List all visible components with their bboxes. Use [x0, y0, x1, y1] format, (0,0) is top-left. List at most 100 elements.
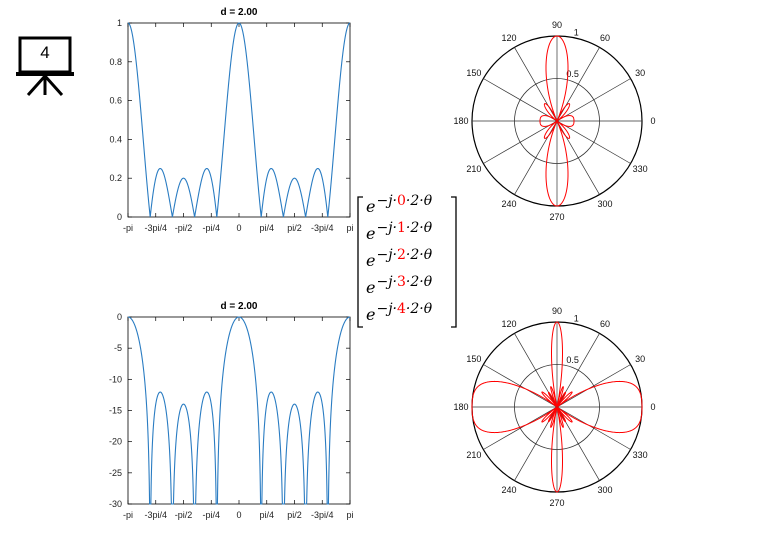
- polar-radius-label: 0.5: [566, 355, 579, 365]
- polar-angle-label: 150: [466, 354, 481, 364]
- polar-angle-label: 240: [501, 485, 516, 495]
- polar-spoke: [483, 78, 631, 164]
- x-tick-label: -3pi/4: [144, 510, 167, 520]
- x-tick-label: -pi/2: [175, 510, 193, 520]
- matrix-exponent: −j·4·2·θ: [376, 301, 432, 317]
- y-tick-label: -20: [109, 437, 122, 447]
- series-line: [128, 316, 350, 505]
- polar-radius-label: 0.5: [566, 69, 579, 79]
- polar-angle-label: 210: [466, 450, 481, 460]
- y-tick-label: -5: [114, 343, 122, 353]
- polar-pattern-bottom: 0 30 60 90 120 150 180 210 240 270 300 330 0.5 1: [453, 306, 655, 508]
- x-tick-label: pi/2: [287, 510, 302, 520]
- element-index: 1: [397, 220, 406, 236]
- polar-pattern-line: [539, 35, 575, 207]
- polar-spoke: [483, 364, 631, 450]
- polar-angle-label: 270: [549, 498, 564, 508]
- polar-pattern-top: 0 30 60 90 120 150 180 210 240 270 300 330 0.5 1: [453, 20, 655, 222]
- series-line: [127, 22, 351, 218]
- polar-radius-label: 1: [574, 313, 579, 323]
- steering-vector-matrix: e−j·0·2·θ e−j·1·2·θ e−j·2·2·θ e−j·3·2·θ e−j·…: [356, 193, 458, 331]
- x-tick-label: 0: [236, 223, 241, 233]
- polar-angle-label: 0: [650, 402, 655, 412]
- matrix-exponent: −j·0·2·θ: [376, 193, 432, 209]
- polar-angle-label: 120: [501, 319, 516, 329]
- polar-angle-label: 330: [633, 164, 648, 174]
- polar-angle-label: 60: [600, 33, 610, 43]
- exponent-prefix: −j·: [376, 220, 397, 236]
- plot-axes-box: [127, 22, 351, 218]
- exponent-suffix: ·2·θ: [405, 274, 433, 290]
- x-tick-label: -3pi/4: [311, 223, 334, 233]
- x-tick-label: 0: [236, 510, 241, 520]
- polar-angle-label: 270: [549, 212, 564, 222]
- plot-title: d = 2.00: [221, 7, 258, 18]
- x-tick-label: -pi: [123, 223, 133, 233]
- x-tick-label: pi/2: [287, 223, 302, 233]
- polar-radius-label: 1: [574, 27, 579, 37]
- polar-angle-label: 300: [597, 199, 612, 209]
- polar-angle-label: 90: [552, 306, 562, 316]
- x-tick-label: -pi: [123, 510, 133, 520]
- presentation-board-icon: 4: [16, 33, 74, 99]
- polar-angle-label: 30: [635, 68, 645, 78]
- polar-angle-label: 300: [597, 485, 612, 495]
- x-tick-label: pi/4: [259, 223, 274, 233]
- y-tick-label: 0: [117, 312, 122, 322]
- exponent-prefix: −j·: [376, 301, 397, 317]
- polar-angle-label: 60: [600, 319, 610, 329]
- polar-angle-label: 330: [633, 450, 648, 460]
- matrix-row: e−j·4·2·θ: [366, 301, 432, 333]
- y-tick-label: 1: [117, 18, 122, 28]
- slide-number: 4: [40, 43, 50, 62]
- matrix-brackets: [357, 196, 457, 328]
- element-index: 2: [397, 247, 406, 263]
- exponent-prefix: −j·: [376, 274, 397, 290]
- y-tick-label: 0.8: [109, 57, 122, 67]
- matrix-exponent: −j·3·2·θ: [376, 274, 432, 290]
- array-factor-db-plot: d = 2.00 -pi -3pi/4 -pi/2 -pi/4 0 pi/4 pi/2 -3pi…: [109, 301, 354, 520]
- polar-angle-label: 30: [635, 354, 645, 364]
- y-tick-label: 0.6: [109, 96, 122, 106]
- x-tick-label: -3pi/4: [144, 223, 167, 233]
- matrix-base: e: [366, 305, 376, 324]
- matrix-row: e−j·2·2·θ: [366, 247, 432, 279]
- polar-angle-label: 240: [501, 199, 516, 209]
- polar-angle-label: 150: [466, 68, 481, 78]
- y-tick-label: -30: [109, 499, 122, 509]
- polar-angle-label: 180: [453, 116, 468, 126]
- matrix-row: e−j·3·2·θ: [366, 274, 432, 306]
- element-index: 4: [397, 301, 406, 317]
- matrix-base: e: [366, 251, 376, 270]
- x-tick-label: pi: [346, 510, 353, 520]
- array-factor-linear-plot: d = 2.00 -pi -3pi/4 -pi/2 -pi/4 0 pi/4 pi/2 -3pi…: [109, 7, 353, 233]
- plot-axes-box: [127, 316, 351, 505]
- board-icon-shape: [16, 36, 74, 97]
- exponent-suffix: ·2·θ: [405, 220, 433, 236]
- x-tick-label: -pi/2: [175, 223, 193, 233]
- polar-angle-label: 180: [453, 402, 468, 412]
- polar-pattern-line: [471, 321, 643, 493]
- element-index: 3: [397, 274, 406, 290]
- y-tick-label: 0.4: [109, 134, 122, 144]
- exponent-suffix: ·2·θ: [405, 247, 433, 263]
- y-tick-label: 0: [117, 212, 122, 222]
- plot-title: d = 2.00: [221, 301, 258, 312]
- x-tick-label: pi: [346, 223, 353, 233]
- exponent-prefix: −j·: [376, 247, 397, 263]
- polar-angle-label: 120: [501, 33, 516, 43]
- matrix-exponent: −j·1·2·θ: [376, 220, 432, 236]
- exponent-suffix: ·2·θ: [405, 193, 433, 209]
- matrix-row: e−j·1·2·θ: [366, 220, 432, 252]
- x-tick-label: -pi/4: [202, 223, 220, 233]
- x-tick-label: -pi/4: [202, 510, 220, 520]
- exponent-suffix: ·2·θ: [405, 301, 433, 317]
- matrix-base: e: [366, 278, 376, 297]
- matrix-row: e−j·0·2·θ: [366, 193, 432, 225]
- polar-angle-label: 0: [650, 116, 655, 126]
- x-tick-label: -3pi/4: [311, 510, 334, 520]
- matrix-base: e: [366, 197, 376, 216]
- x-tick-label: pi/4: [259, 510, 274, 520]
- element-index: 0: [397, 193, 406, 209]
